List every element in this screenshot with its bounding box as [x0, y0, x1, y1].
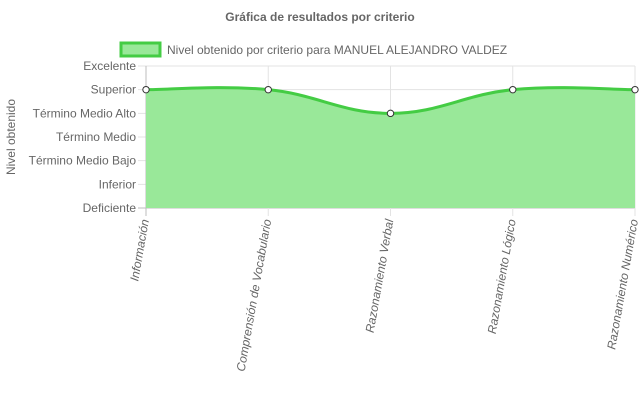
series-area-fill [146, 87, 635, 208]
x-tick-label: Información [127, 218, 152, 282]
legend-swatch [119, 41, 162, 58]
data-point[interactable] [264, 85, 272, 94]
y-axis-ticks: Deficiente Inferior Término Medio Bajo Térm… [29, 59, 137, 215]
x-tick-label: Razonamiento Lógico [485, 218, 519, 335]
y-tick-label: Inferior [99, 177, 136, 191]
y-tick-label: Término Medio [56, 130, 136, 144]
data-point[interactable] [509, 85, 517, 94]
x-axis-ticks: Información Comprensión de Vocabulario Raz… [127, 218, 639, 373]
data-point[interactable] [631, 85, 639, 94]
data-point[interactable] [386, 109, 395, 118]
data-points[interactable] [142, 85, 639, 118]
legend-label: Nivel obtenido por criterio para MANUEL … [167, 43, 507, 57]
x-tick-label: Comprensión de Vocabulario [234, 218, 275, 373]
legend[interactable]: Nivel obtenido por criterio para MANUEL … [119, 41, 507, 58]
y-tick-label: Excelente [83, 59, 136, 73]
y-axis-label: Nivel obtenido [4, 99, 18, 175]
y-tick-label: Término Medio Bajo [29, 154, 137, 168]
y-tick-label: Término Medio Alto [33, 106, 137, 120]
x-tick-label: Razonamiento Numérico [604, 218, 639, 351]
data-point[interactable] [142, 85, 150, 94]
y-tick-label: Deficiente [83, 201, 137, 215]
chart-title: Gráfica de resultados por criterio [225, 10, 414, 24]
y-tick-label: Superior [91, 83, 136, 97]
x-tick-label: Razonamiento Verbal [363, 218, 397, 334]
